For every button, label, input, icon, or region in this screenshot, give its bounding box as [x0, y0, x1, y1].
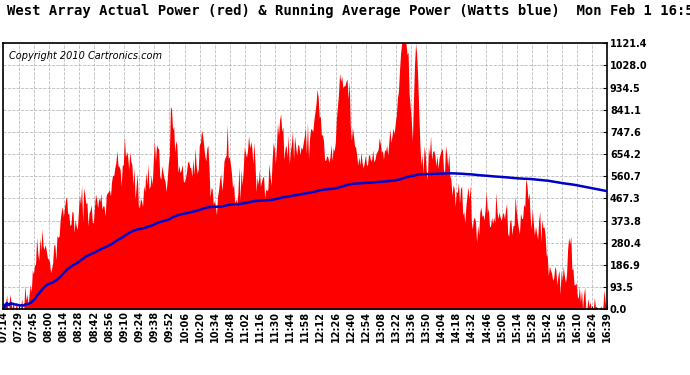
Text: Copyright 2010 Cartronics.com: Copyright 2010 Cartronics.com — [10, 51, 162, 61]
Text: West Array Actual Power (red) & Running Average Power (Watts blue)  Mon Feb 1 16: West Array Actual Power (red) & Running … — [7, 4, 690, 18]
